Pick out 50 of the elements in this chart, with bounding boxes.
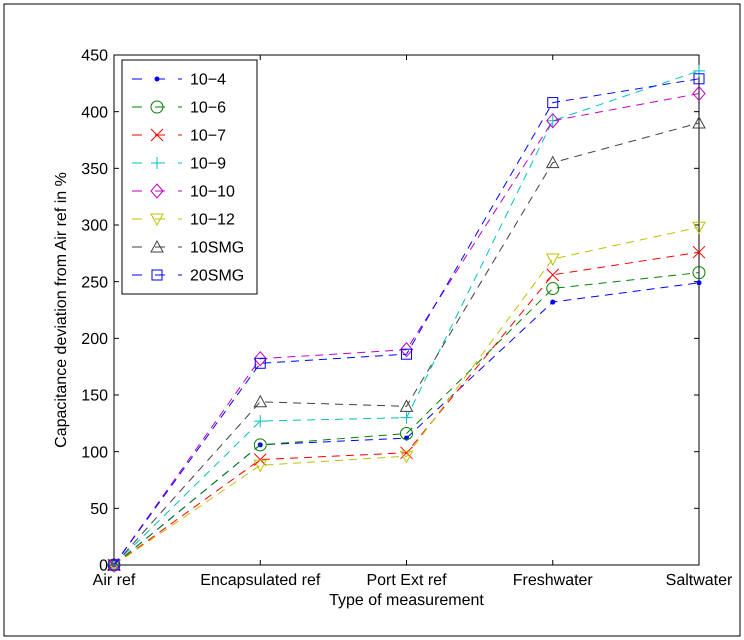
- point: [692, 266, 706, 280]
- legend-label: 10SMG: [190, 240, 244, 257]
- y-tick-label: 100: [81, 444, 108, 462]
- x-tick-label: Freshwater: [512, 572, 594, 589]
- point: [254, 351, 267, 366]
- point: [400, 450, 413, 463]
- point: [694, 73, 704, 84]
- point: [254, 460, 267, 472]
- point: [546, 282, 560, 295]
- y-tick-label: 50: [90, 500, 108, 518]
- point: [254, 414, 267, 428]
- point: [692, 246, 706, 259]
- point: [696, 280, 702, 286]
- point: [254, 438, 267, 452]
- point: [400, 400, 413, 412]
- point: [400, 342, 413, 358]
- point: [546, 156, 560, 168]
- point: [254, 453, 267, 466]
- x-tick-label: Encapsulated ref: [200, 572, 321, 589]
- point: [400, 427, 413, 440]
- y-tick-label: 200: [81, 330, 108, 348]
- x-tick-label: Air ref: [92, 572, 136, 589]
- point: [400, 446, 413, 460]
- y-axis-title: Capacitance deviation from Air ref in %: [53, 172, 70, 448]
- y-tick-label: 250: [81, 274, 108, 292]
- point: [550, 300, 556, 305]
- legend-label: 10−10: [190, 184, 236, 201]
- legend-label: 20SMG: [190, 268, 244, 285]
- y-tick-label: 300: [81, 218, 108, 235]
- legend-label: 10−7: [190, 128, 226, 145]
- point: [692, 86, 706, 102]
- point: [400, 411, 413, 424]
- point: [254, 395, 267, 408]
- point: [547, 97, 558, 108]
- y-tick-label: 150: [81, 388, 108, 405]
- point: [546, 268, 560, 282]
- legend-label: 10−6: [190, 100, 226, 117]
- point: [546, 254, 560, 266]
- legend-label: 10−9: [190, 156, 226, 173]
- x-tick-label: Saltwater: [666, 572, 734, 589]
- point: [692, 222, 706, 234]
- point: [692, 64, 706, 78]
- y-tick-label: 400: [81, 104, 108, 122]
- legend-label: 10−12: [190, 212, 236, 229]
- y-tick-label: 450: [81, 48, 108, 65]
- legend-label: 10−4: [190, 72, 226, 89]
- point: [692, 116, 706, 128]
- y-tick-label: 350: [81, 160, 108, 178]
- x-tick-label: Port Ext ref: [366, 572, 448, 589]
- x-axis-title: Type of measurement: [329, 592, 484, 609]
